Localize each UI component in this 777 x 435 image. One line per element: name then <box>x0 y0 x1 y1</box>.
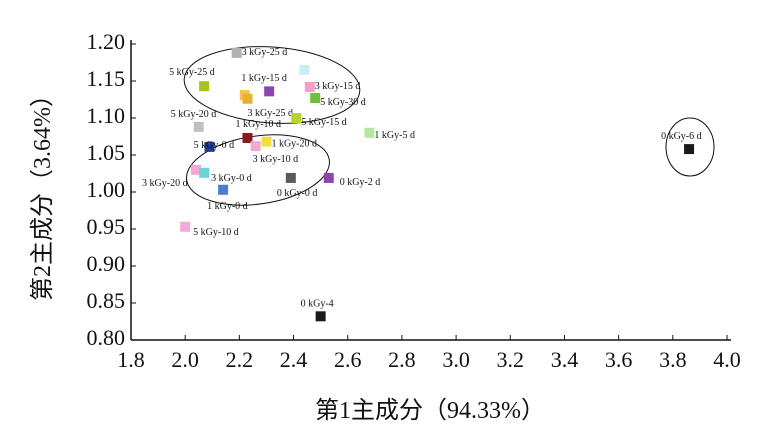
y-axis-title: 第2主成分（3.64%） <box>29 83 56 301</box>
cluster-ellipse <box>665 117 715 177</box>
point-label: 1 kGy-0 d <box>207 201 248 212</box>
point <box>285 172 296 183</box>
x-axis-title: 第1主成分（94.33%） <box>315 397 545 424</box>
point <box>199 81 210 92</box>
y-tick-label: 0.90 <box>87 251 126 276</box>
x-tick-label: 2.6 <box>334 347 362 372</box>
point <box>204 141 215 152</box>
point <box>264 86 275 97</box>
point-label: 3 kGy-0 d <box>211 173 252 184</box>
point <box>231 47 242 58</box>
point <box>193 121 204 132</box>
point <box>304 81 315 92</box>
point-label: 3 kGy-15 d <box>315 81 361 92</box>
x-tick-label: 3.8 <box>659 347 687 372</box>
point <box>310 93 321 104</box>
point <box>242 93 253 104</box>
x-tick-label: 2.0 <box>171 347 199 372</box>
point <box>364 127 375 138</box>
point <box>261 136 272 147</box>
y-tick-label: 1.20 <box>87 29 126 54</box>
point-label: 5 kGy-30 d <box>320 97 366 108</box>
point <box>323 172 334 183</box>
point <box>199 167 210 178</box>
point <box>191 164 202 175</box>
point <box>291 113 302 123</box>
y-tick-label: 0.95 <box>87 214 126 239</box>
point-label: 0 kGy-0 d <box>277 188 318 199</box>
point <box>250 141 261 152</box>
point <box>180 221 191 232</box>
x-tick-label: 2.4 <box>280 347 308 372</box>
point-label: 3 kGy-25 d <box>242 47 288 58</box>
point <box>299 64 310 75</box>
cluster-ellipse <box>186 134 330 206</box>
point-label: 1 kGy-10 d <box>235 119 281 130</box>
point-label: 1 kGy-15 d <box>241 73 287 84</box>
x-tick-label: 2.2 <box>226 347 254 372</box>
x-tick-label: 2.8 <box>388 347 416 372</box>
y-tick-label: 1.00 <box>87 177 126 202</box>
point-label: 0 kGy-4 <box>301 298 334 309</box>
point-label: 0 kGy-6 d <box>661 131 702 142</box>
point-label: 5 kGy-15 d <box>301 117 347 128</box>
point-label: 1 kGy-20 d <box>271 139 317 150</box>
y-tick-label: 0.85 <box>87 288 126 313</box>
point <box>315 311 326 322</box>
y-tick-label: 1.05 <box>87 140 126 165</box>
x-tick-label: 1.8 <box>117 347 145 372</box>
point <box>684 144 695 155</box>
x-tick-label: 3.4 <box>551 347 579 372</box>
point-label: 3 kGy-10 d <box>253 154 299 165</box>
cluster-ellipse <box>183 46 361 124</box>
point-label: 1 kGy-5 d <box>374 130 415 141</box>
point-label: 5 kGy-0 d <box>194 140 235 151</box>
y-tick-label: 0.80 <box>87 325 126 350</box>
x-tick-label: 4.0 <box>713 347 741 372</box>
y-tick-label: 1.15 <box>87 66 126 91</box>
x-tick-label: 3.0 <box>442 347 470 372</box>
point <box>218 184 229 195</box>
point <box>242 132 253 143</box>
x-tick-label: 3.2 <box>497 347 525 372</box>
point-label: 0 kGy-2 d <box>340 177 381 188</box>
point-label: 5 kGy-20 d <box>171 109 217 120</box>
y-tick-label: 1.10 <box>87 103 126 128</box>
point-label: 5 kGy-25 d <box>169 67 215 78</box>
point-label: 5 kGy-10 d <box>193 227 239 238</box>
point-label: 3 kGy-20 d <box>142 178 188 189</box>
point-label: 3 kGy-25 d <box>247 108 293 119</box>
x-tick-label: 3.6 <box>605 347 633 372</box>
